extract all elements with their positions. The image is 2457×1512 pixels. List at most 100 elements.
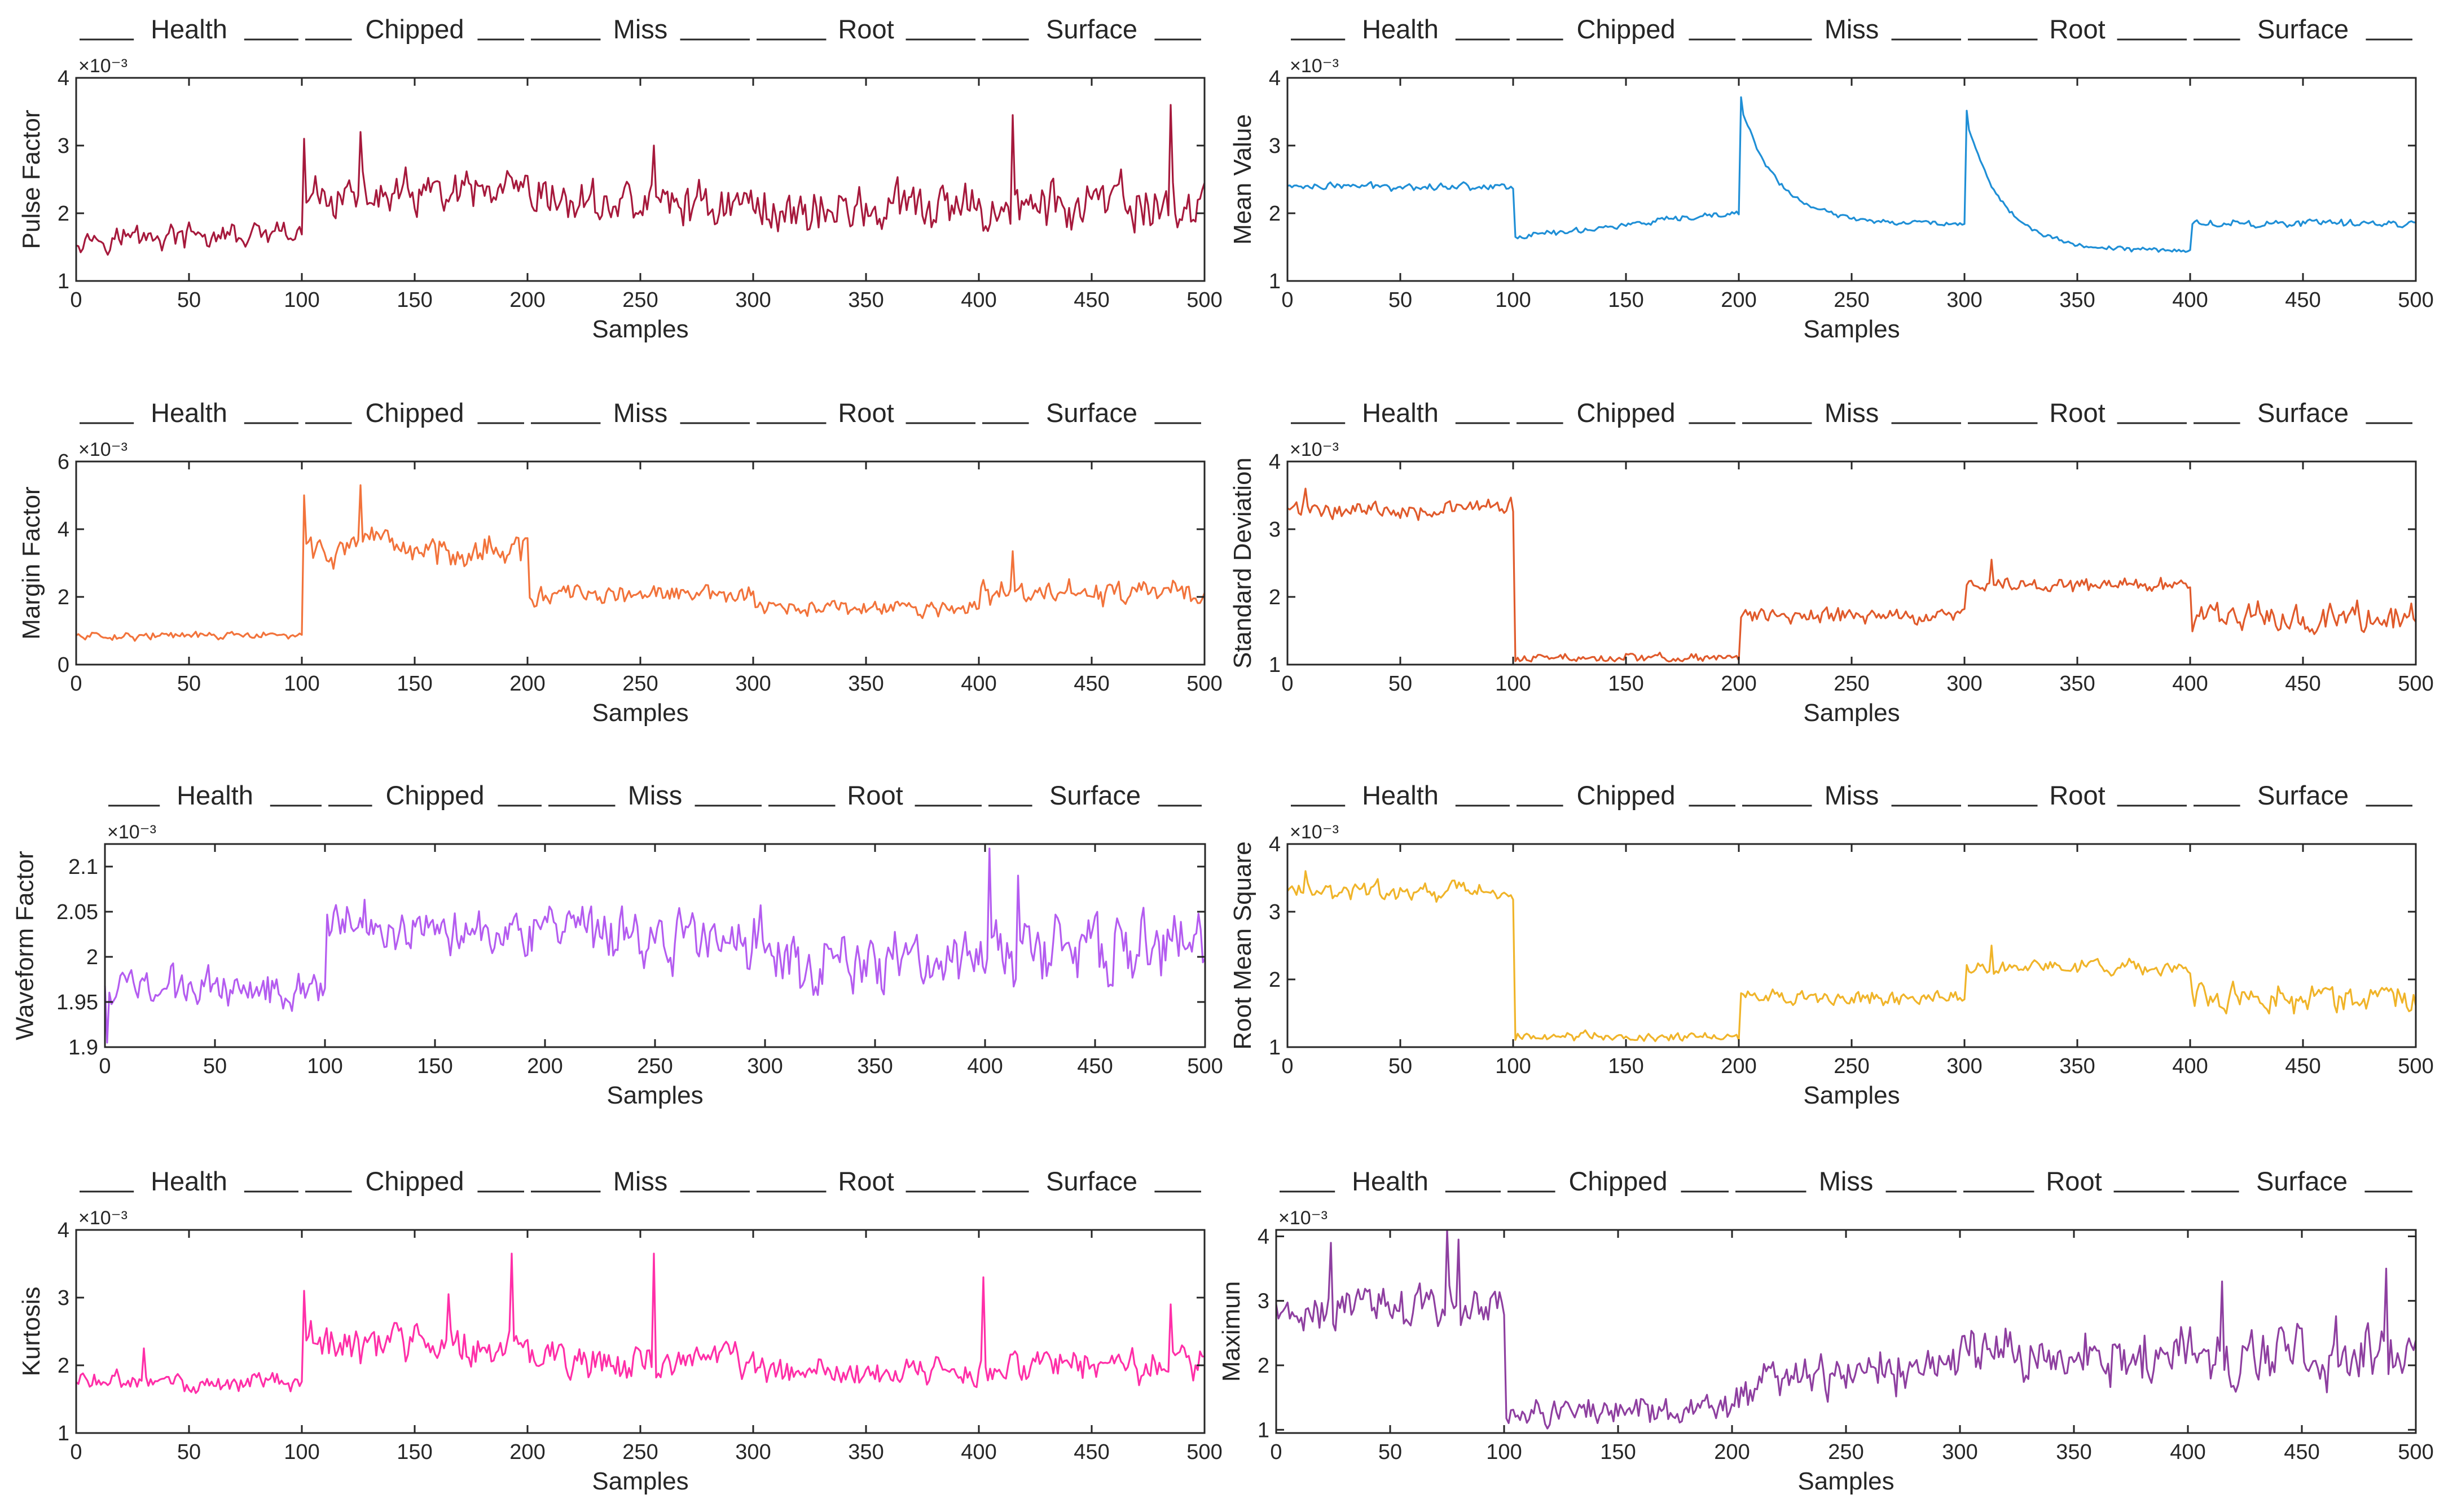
x-axis-label: Samples [592,699,688,727]
series-line [1287,96,2416,253]
y-tick-label: 3 [1269,900,1281,924]
class-label-surface: Surface [1046,398,1137,428]
y-tick-label: 4 [1258,1225,1269,1249]
class-label-root: Root [838,1166,894,1196]
x-tick-label: 50 [177,288,201,312]
x-tick-label: 0 [99,1054,111,1078]
class-label-root: Root [847,780,903,810]
x-tick-label: 450 [2285,288,2320,312]
class-label-surface: Surface [2257,398,2349,428]
y-tick-label: 4 [58,67,69,90]
x-tick-label: 300 [735,288,771,312]
class-label-health: Health [177,780,253,810]
y-tick-label: 2.05 [56,900,98,924]
axis-exponent: ×10⁻³ [1278,1207,1328,1229]
x-tick-label: 450 [2284,1440,2319,1464]
x-tick-label: 350 [2059,288,2095,312]
y-tick-label: 1.9 [68,1036,98,1060]
class-header: Health Chipped Miss Root Surface [108,780,1202,810]
class-label-surface: Surface [2257,14,2349,44]
x-tick-label: 0 [1281,1054,1293,1078]
x-tick-label: 150 [1608,672,1643,696]
x-axis-label: Samples [1803,699,1900,727]
class-label-chipped: Chipped [365,1166,464,1196]
axis-exponent: ×10⁻³ [1290,439,1339,460]
x-tick-label: 150 [1608,1054,1643,1078]
class-header: Health Chipped Miss Root Surface [1280,1166,2412,1196]
y-tick-label: 3 [58,1286,69,1310]
x-tick-label: 300 [747,1054,783,1078]
x-axis-label: Samples [1803,1082,1900,1109]
x-tick-label: 50 [1388,1054,1412,1078]
x-tick-label: 250 [1834,1054,1869,1078]
y-tick-label: 4 [1269,67,1281,90]
axis-exponent: ×10⁻³ [78,55,128,77]
y-tick-label: 3 [1258,1290,1269,1313]
y-axis-label: Kurtosis [17,1287,45,1377]
x-tick-label: 50 [1388,288,1412,312]
axes-box [75,1229,1206,1434]
y-tick-label: 2 [1269,202,1281,226]
y-tick-label: 1 [58,270,69,293]
class-label-root: Root [2049,14,2105,44]
y-tick-label: 6 [58,450,69,474]
y-tick-label: 3 [58,134,69,158]
x-tick-label: 250 [637,1054,673,1078]
x-tick-label: 200 [527,1054,562,1078]
class-label-surface: Surface [1049,780,1141,810]
y-tick-label: 2 [1269,968,1281,992]
x-tick-label: 200 [1721,672,1756,696]
axes-box [1286,843,2417,1048]
x-tick-label: 400 [967,1054,1003,1078]
axes-box [1286,77,2417,282]
class-label-miss: Miss [613,398,668,428]
x-tick-label: 300 [735,672,771,696]
axis-exponent: ×10⁻³ [78,439,128,460]
subplot-mean-value: Health Chipped Miss Root Surface 0 50 100 150 200… [1229,14,2434,343]
class-label-chipped: Chipped [1576,780,1675,810]
series-line [104,847,1206,1044]
y-tick-label: 2 [58,586,69,609]
x-tick-label: 450 [1074,1440,1109,1464]
y-tick-label: 2 [1258,1354,1269,1378]
x-tick-label: 250 [1834,672,1869,696]
x-tick-label: 500 [2398,288,2433,312]
class-label-health: Health [1362,780,1439,810]
x-tick-label: 250 [1828,1440,1863,1464]
class-label-chipped: Chipped [365,14,464,44]
axes-box [1286,460,2417,666]
x-tick-label: 300 [1946,672,1982,696]
x-tick-label: 500 [2398,1054,2433,1078]
subplot-standard-deviation: Health Chipped Miss Root Surface 0 50 100 150 200… [1229,398,2434,727]
x-tick-label: 150 [397,1440,432,1464]
x-tick-label: 0 [1270,1440,1282,1464]
x-tick-label: 50 [1388,672,1412,696]
x-tick-label: 500 [2398,672,2433,696]
y-tick-label: 4 [58,518,69,542]
x-tick-label: 150 [1608,288,1643,312]
y-tick-label: 1 [1269,270,1281,293]
x-tick-label: 350 [848,1440,884,1464]
class-label-surface: Surface [1046,14,1137,44]
series-line [76,1252,1205,1394]
subplot-kurtosis: Health Chipped Miss Root Surface 0 50 100 150 200… [17,1166,1223,1495]
x-tick-label: 150 [397,672,432,696]
class-header: Health Chipped Miss Root Surface [1291,14,2412,44]
x-tick-label: 350 [857,1054,893,1078]
series-line [76,484,1206,642]
x-tick-label: 450 [1074,672,1109,696]
y-tick-label: 2 [58,1354,69,1378]
x-tick-label: 150 [417,1054,452,1078]
y-tick-label: 1.95 [56,991,98,1014]
x-tick-label: 450 [1077,1054,1113,1078]
x-axis-label: Samples [606,1082,703,1109]
class-header: Health Chipped Miss Root Surface [80,398,1201,428]
x-tick-label: 250 [622,288,658,312]
x-tick-label: 400 [2172,1054,2208,1078]
x-tick-label: 150 [1600,1440,1636,1464]
y-tick-label: 3 [1269,518,1281,542]
class-label-root: Root [838,14,894,44]
series-line [1287,487,2417,663]
y-tick-label: 2 [1269,586,1281,609]
x-tick-label: 0 [70,672,82,696]
